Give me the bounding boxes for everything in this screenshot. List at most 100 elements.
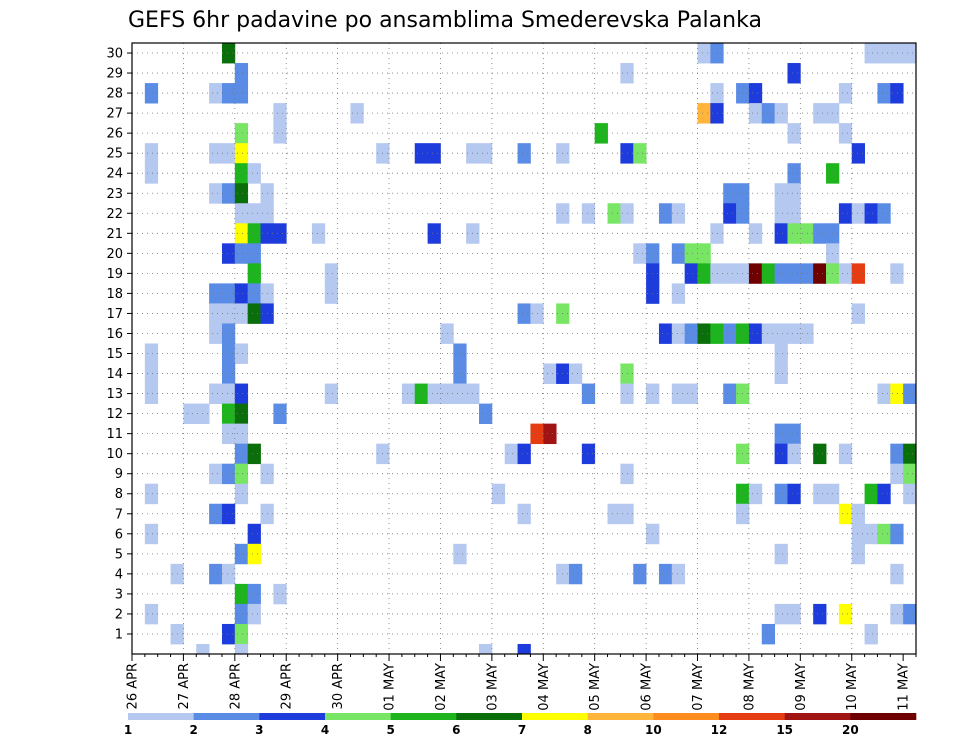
colorbar-label: 2 [189, 723, 197, 737]
heatmap-cell [774, 323, 788, 344]
heatmap-cell [787, 483, 801, 505]
heatmap-cell [633, 243, 647, 264]
colorbar-swatch [653, 713, 720, 720]
y-tick-label: 23 [106, 187, 123, 202]
heatmap-cell [851, 263, 865, 284]
heatmap-cell [851, 543, 865, 565]
heatmap-cell [144, 523, 159, 545]
colorbar-label: 10 [645, 723, 662, 737]
heatmap-cell [209, 463, 223, 485]
colorbar-label: 3 [255, 723, 263, 737]
heatmap-cell [234, 643, 249, 655]
y-tick-label: 13 [106, 387, 123, 402]
heatmap-cell [581, 203, 596, 224]
heatmap-cell [774, 183, 788, 204]
x-tick-label: 29 APR [280, 663, 295, 709]
heatmap-cell [851, 523, 865, 545]
heatmap-cell [221, 343, 236, 364]
colorbar-swatch [456, 713, 523, 720]
heatmap-cell [774, 603, 788, 625]
heatmap-cell [144, 343, 159, 364]
heatmap-cell [247, 303, 261, 324]
heatmap-cell [273, 223, 287, 244]
y-tick-label: 24 [106, 167, 123, 182]
heatmap-cell [234, 583, 249, 605]
heatmap-cell [247, 543, 261, 565]
x-tick-label: 06 MAY [640, 663, 655, 711]
colorbar-label: 1 [124, 723, 132, 737]
colorbar-label: 8 [583, 723, 591, 737]
colorbar-swatch [784, 713, 851, 720]
heatmap-cell [903, 603, 917, 625]
heatmap-cell [247, 163, 261, 184]
heatmap-cell [813, 483, 827, 505]
heatmap-cell [723, 383, 737, 404]
colorbar-swatch [390, 713, 457, 720]
heatmap-cell [697, 263, 711, 284]
heatmap-cell [209, 303, 223, 324]
heatmap-cell [427, 143, 441, 164]
heatmap-cell [221, 383, 236, 404]
heatmap-cell [209, 83, 223, 104]
y-tick-label: 5 [115, 547, 123, 562]
heatmap-cell [864, 623, 878, 645]
heatmap-cell [710, 223, 724, 244]
heatmap-cell [543, 423, 557, 445]
colorbar-swatch [193, 713, 260, 720]
heatmap-cell [903, 463, 917, 485]
heatmap-cell [774, 483, 788, 505]
heatmap-cell [684, 383, 698, 404]
y-axis-ticks: 1234567891011121314151617181920212223242… [106, 47, 132, 642]
heatmap-cell [774, 203, 788, 224]
heatmap-cell [671, 243, 686, 264]
heatmap-cell [517, 303, 531, 324]
heatmap-cell [851, 143, 865, 164]
chart-title: GEFS 6hr padavine po ansamblima Smederev… [128, 8, 762, 33]
heatmap-cell [568, 363, 583, 384]
heatmap-cell [543, 363, 557, 384]
heatmap-cell [247, 283, 261, 304]
heatmap-cell [877, 203, 891, 224]
heatmap-cell [774, 263, 788, 284]
heatmap-cell [787, 223, 801, 244]
heatmap-cell [209, 323, 223, 344]
colorbar-swatch [522, 713, 588, 720]
heatmap-cell [209, 183, 223, 204]
heatmap-cell [234, 403, 249, 425]
heatmap-cell [723, 203, 737, 224]
heatmap-cell [838, 603, 853, 625]
x-tick-label: 01 MAY [383, 663, 398, 711]
heatmap-cell [697, 323, 711, 344]
heatmap-cell [427, 383, 441, 404]
heatmap-cell [838, 443, 853, 465]
heatmap-cell [813, 443, 827, 465]
heatmap-cell [890, 523, 904, 545]
heatmap-cell [247, 603, 261, 625]
x-axis-ticks: 26 APR 27 APR 28 APR 29 APR 30 APR 01 MAY 02 M… [126, 654, 917, 711]
heatmap-cell [273, 123, 287, 144]
y-tick-label: 17 [106, 307, 123, 322]
heatmap-cell [453, 383, 467, 404]
heatmap-cell [890, 563, 904, 585]
heatmap-cell [723, 323, 737, 344]
heatmap-cell [234, 283, 249, 304]
y-tick-label: 10 [106, 447, 123, 462]
heatmap-cell [838, 123, 853, 144]
heatmap-cell [247, 203, 261, 224]
heatmap-cell [234, 123, 249, 144]
heatmap-cell [710, 263, 724, 284]
heatmap-cell [221, 463, 236, 485]
heatmap-cell [697, 103, 711, 124]
heatmap-cell [221, 503, 236, 525]
heatmap-cell [774, 423, 788, 445]
heatmap-cell [877, 83, 891, 104]
heatmap-cell [877, 383, 891, 404]
heatmap-cell [234, 343, 249, 364]
heatmap-cell [144, 383, 159, 404]
colorbar-swatch [259, 713, 326, 720]
heatmap-cell [851, 203, 865, 224]
heatmap-cell [221, 183, 236, 204]
heatmap-cell [221, 323, 236, 344]
heatmap-cell [479, 403, 493, 425]
heatmap-cell [864, 483, 878, 505]
